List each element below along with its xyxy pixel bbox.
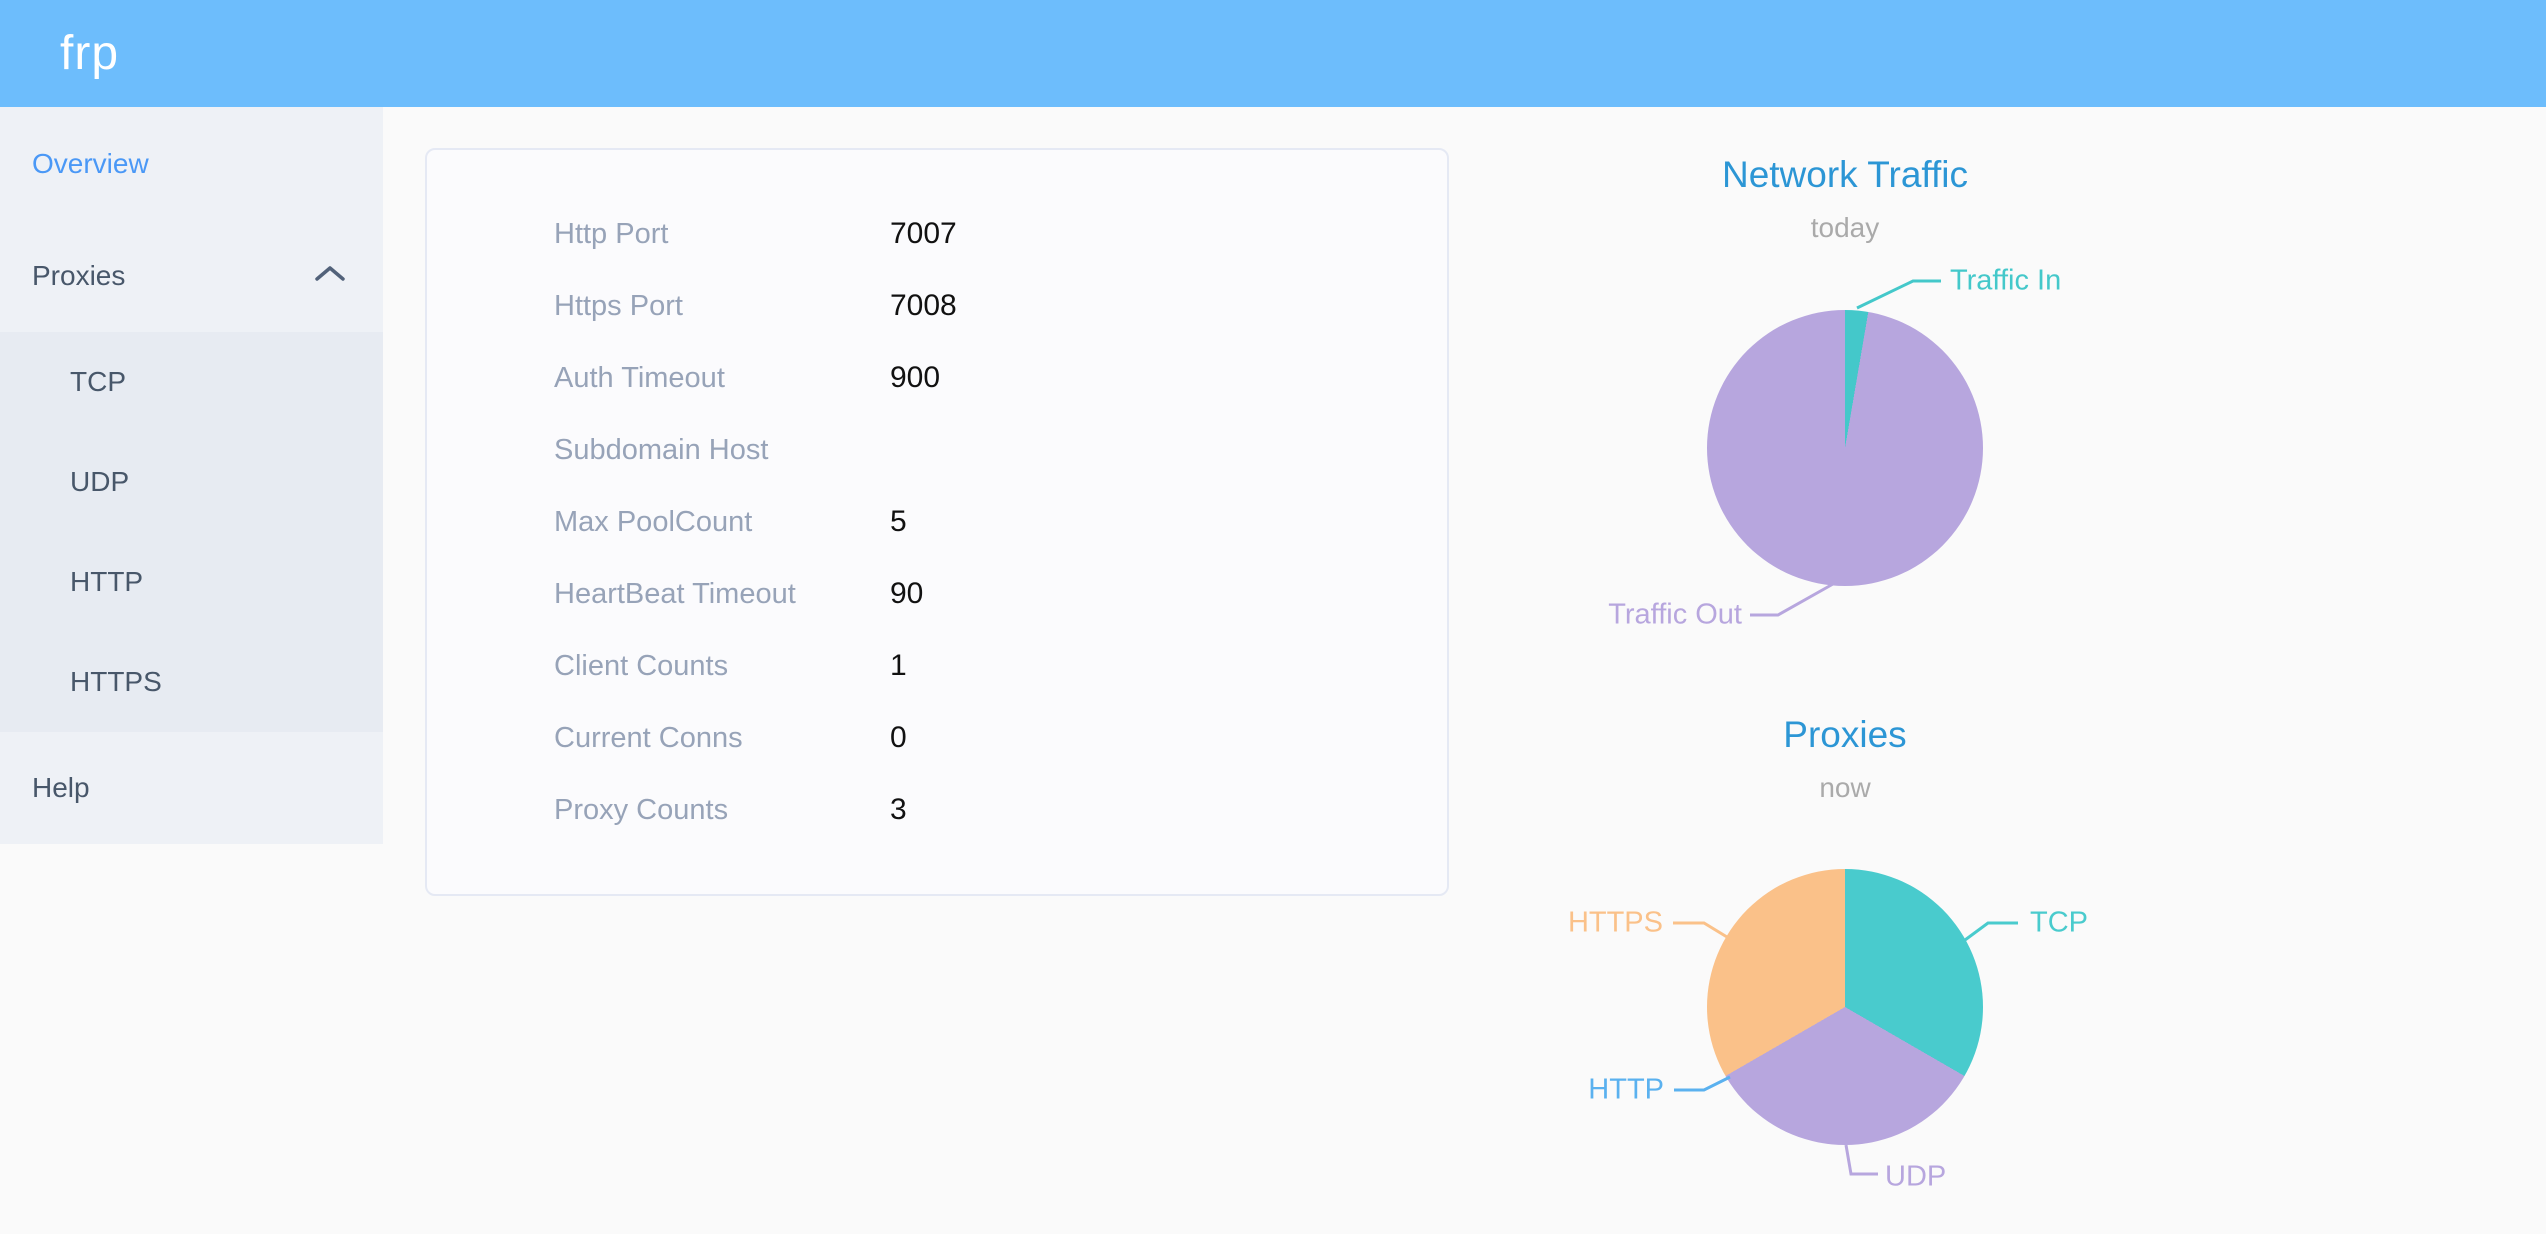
sidebar-item-udp-label: UDP — [70, 466, 130, 497]
row-label: Proxy Counts — [554, 793, 729, 826]
row-label: Client Counts — [554, 649, 729, 682]
sidebar-submenu-proxies: TCP UDP HTTP HTTPS — [0, 332, 383, 732]
sidebar: Overview Proxies TCP UDP HTTP HTTPS Help — [0, 107, 383, 844]
proxies-chart: Proxies now TCP UDP HTTP HTTPS — [1560, 700, 2260, 1234]
row-value: 3 — [890, 793, 907, 826]
sidebar-item-overview[interactable]: Overview — [0, 107, 383, 220]
pie-label-tcp: TCP — [2030, 906, 2088, 939]
leader-line-udp — [1844, 1144, 1878, 1176]
row-value: 7008 — [890, 289, 957, 322]
row-label: HeartBeat Timeout — [554, 577, 796, 610]
sidebar-item-help-label: Help — [32, 772, 90, 803]
sidebar-item-proxies-label: Proxies — [32, 260, 126, 291]
row-label: Auth Timeout — [554, 361, 725, 394]
leader-line-traffic-out — [1750, 582, 1834, 617]
server-info-rows: Http Port 7007 Https Port 7008 Auth Time… — [427, 198, 1447, 846]
sidebar-item-tcp-label: TCP — [70, 366, 126, 397]
table-row: Max PoolCount 5 — [427, 486, 1447, 558]
table-row: Http Port 7007 — [427, 198, 1447, 270]
row-label: Subdomain Host — [554, 433, 769, 466]
row-value: 900 — [890, 361, 941, 394]
pie-label-http: HTTP — [1588, 1073, 1664, 1106]
sidebar-item-udp[interactable]: UDP — [0, 432, 383, 532]
table-row: Client Counts 1 — [427, 630, 1447, 702]
row-value: 5 — [890, 505, 907, 538]
row-value: 90 — [890, 577, 924, 610]
row-value: 7007 — [890, 217, 957, 250]
chart-title: Network Traffic — [1721, 154, 1969, 195]
table-row: Proxy Counts 3 — [427, 774, 1447, 846]
chart-subtitle: today — [1810, 212, 1880, 243]
pie-label-traffic-out: Traffic Out — [1608, 598, 1742, 631]
server-info-card: Http Port 7007 Https Port 7008 Auth Time… — [425, 148, 1449, 896]
row-label: Http Port — [554, 217, 669, 250]
chevron-up-icon — [313, 260, 347, 292]
table-row: Auth Timeout 900 — [427, 342, 1447, 414]
row-value: 0 — [890, 721, 907, 754]
sidebar-item-overview-label: Overview — [32, 147, 149, 179]
table-row: Current Conns 0 — [427, 702, 1447, 774]
row-label: Https Port — [554, 289, 683, 322]
app-logo: frp — [60, 27, 120, 80]
app-header: frp — [0, 0, 2546, 107]
row-value: 1 — [890, 649, 907, 682]
leader-line-tcp — [1964, 921, 2018, 942]
chart-subtitle: now — [1819, 772, 1871, 803]
row-label: Current Conns — [554, 721, 743, 754]
sidebar-item-proxies[interactable]: Proxies — [0, 220, 383, 332]
network-traffic-pie[interactable] — [1707, 310, 1983, 586]
sidebar-item-https[interactable]: HTTPS — [0, 632, 383, 732]
leader-line-traffic-in — [1856, 279, 1941, 310]
table-row: HeartBeat Timeout 90 — [427, 558, 1447, 630]
pie-label-traffic-in: Traffic In — [1950, 264, 2062, 297]
leader-line-http — [1674, 1075, 1731, 1092]
sidebar-item-tcp[interactable]: TCP — [0, 332, 383, 432]
table-row: Subdomain Host — [427, 414, 1447, 486]
sidebar-item-http-label: HTTP — [70, 566, 144, 597]
sidebar-item-https-label: HTTPS — [70, 666, 162, 697]
pie-label-https: HTTPS — [1567, 906, 1663, 939]
proxies-pie[interactable] — [1707, 869, 1983, 1145]
table-row: Https Port 7008 — [427, 270, 1447, 342]
network-traffic-chart: Network Traffic today Traffic In Traffic… — [1560, 140, 2260, 680]
leader-line-https — [1673, 921, 1728, 939]
pie-label-udp: UDP — [1885, 1160, 1947, 1193]
chart-title: Proxies — [1783, 714, 1907, 755]
row-label: Max PoolCount — [554, 505, 753, 538]
sidebar-item-help[interactable]: Help — [0, 732, 383, 844]
sidebar-item-http[interactable]: HTTP — [0, 532, 383, 632]
